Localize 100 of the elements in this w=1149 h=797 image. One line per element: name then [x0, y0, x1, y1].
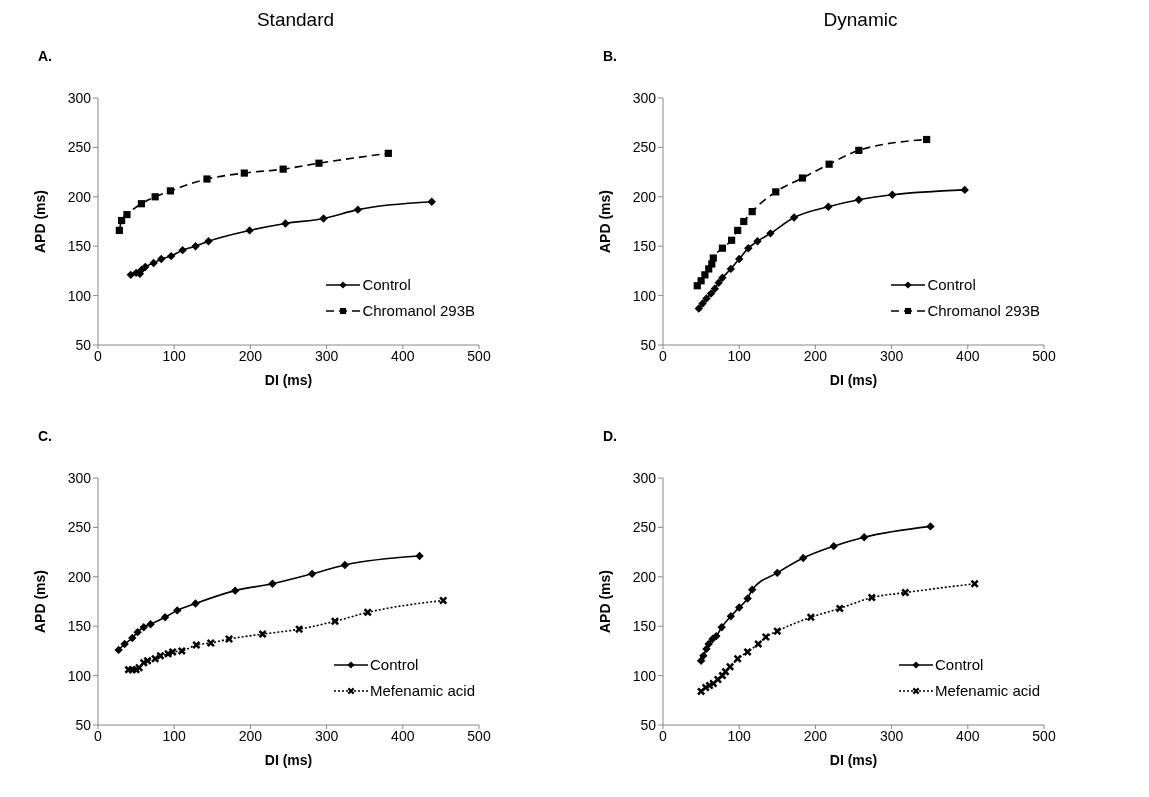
x-tick-label: 400 [956, 727, 980, 744]
x-tick-label: 400 [391, 727, 415, 744]
y-tick-label: 50 [640, 336, 657, 353]
y-tick-label: 250 [67, 519, 92, 536]
y-tick-label: 200 [632, 568, 657, 585]
y-tick-label: 250 [67, 139, 92, 156]
x-tick-label: 100 [162, 727, 187, 744]
y-axis-title: APD (ms) [596, 569, 613, 634]
chart-title: B. [602, 48, 618, 66]
legend-label: Control [934, 656, 984, 673]
y-tick-label: 50 [75, 716, 92, 733]
x-tick-label: 100 [727, 727, 752, 744]
point [126, 270, 135, 280]
point [225, 635, 234, 644]
y-tick-label: 150 [67, 618, 92, 635]
point [735, 603, 744, 612]
point [330, 617, 339, 626]
point [740, 217, 748, 226]
y-tick-label: 150 [67, 238, 92, 255]
x-tick-label: 300 [879, 727, 904, 744]
point [363, 608, 372, 617]
point [281, 219, 290, 228]
x-axis-title: DI (ms) [264, 372, 313, 388]
point [727, 236, 736, 244]
legend-label: Chromanol 293B [927, 302, 1040, 319]
legend-label: Control [927, 276, 976, 293]
point [114, 645, 123, 655]
point [734, 226, 742, 234]
x-tick-label: 0 [659, 727, 668, 744]
point [307, 569, 317, 579]
point [141, 262, 150, 272]
point [353, 205, 363, 214]
point [427, 197, 436, 206]
point [319, 214, 328, 223]
x-tick-label: 0 [94, 727, 103, 744]
point [279, 165, 287, 173]
point [859, 533, 869, 542]
point [166, 251, 176, 261]
y-tick-label: 150 [632, 618, 657, 635]
point [192, 640, 201, 649]
x-tick-label: 200 [803, 727, 828, 744]
y-tick-label: 100 [67, 667, 92, 684]
y-tick-label: 200 [67, 188, 92, 205]
y-tick-label: 100 [67, 287, 92, 304]
point [970, 579, 979, 588]
point [829, 541, 838, 551]
point [123, 210, 131, 219]
point [118, 216, 126, 225]
point [867, 593, 876, 602]
point [240, 169, 248, 177]
point [143, 656, 152, 665]
point [149, 258, 158, 268]
point [166, 187, 174, 195]
point [798, 174, 807, 182]
point [888, 190, 897, 200]
y-tick-label: 250 [632, 139, 657, 156]
point [923, 135, 931, 144]
chart-title: D. [602, 428, 618, 446]
point [178, 245, 187, 255]
chart-title: C. [37, 428, 53, 446]
point [854, 195, 864, 204]
x-tick-label: 200 [803, 347, 828, 364]
point [206, 639, 215, 647]
point [772, 188, 780, 196]
point [203, 175, 211, 183]
legend-label: Chromanol 293B [362, 302, 475, 319]
x-tick-label: 400 [956, 347, 980, 364]
point [157, 254, 166, 264]
point [901, 588, 910, 597]
point [115, 226, 123, 234]
x-tick-label: 300 [879, 347, 904, 364]
point [137, 200, 146, 208]
point [710, 284, 720, 293]
point [133, 627, 142, 637]
chart-title: A. [37, 48, 53, 66]
point [753, 237, 762, 246]
point [151, 193, 159, 201]
y-tick-label: 300 [632, 89, 657, 106]
y-tick-label: 100 [632, 287, 657, 304]
point [439, 596, 448, 605]
point [714, 278, 723, 287]
point [743, 647, 752, 656]
point [717, 622, 726, 632]
point [799, 553, 808, 563]
point [743, 594, 752, 603]
y-axis-title: APD (ms) [596, 189, 613, 254]
point [744, 243, 753, 253]
point [789, 213, 799, 222]
point [415, 551, 424, 561]
point [733, 654, 742, 663]
point [694, 304, 704, 313]
point [747, 585, 757, 594]
point [773, 627, 782, 636]
point [139, 622, 148, 632]
point [204, 237, 213, 246]
legend-label: Mefenamic acid [369, 682, 475, 699]
x-tick-label: 100 [162, 347, 187, 364]
point [706, 289, 716, 298]
chart-subtitle: Dynamic [822, 8, 899, 32]
x-tick-label: 200 [238, 727, 263, 744]
